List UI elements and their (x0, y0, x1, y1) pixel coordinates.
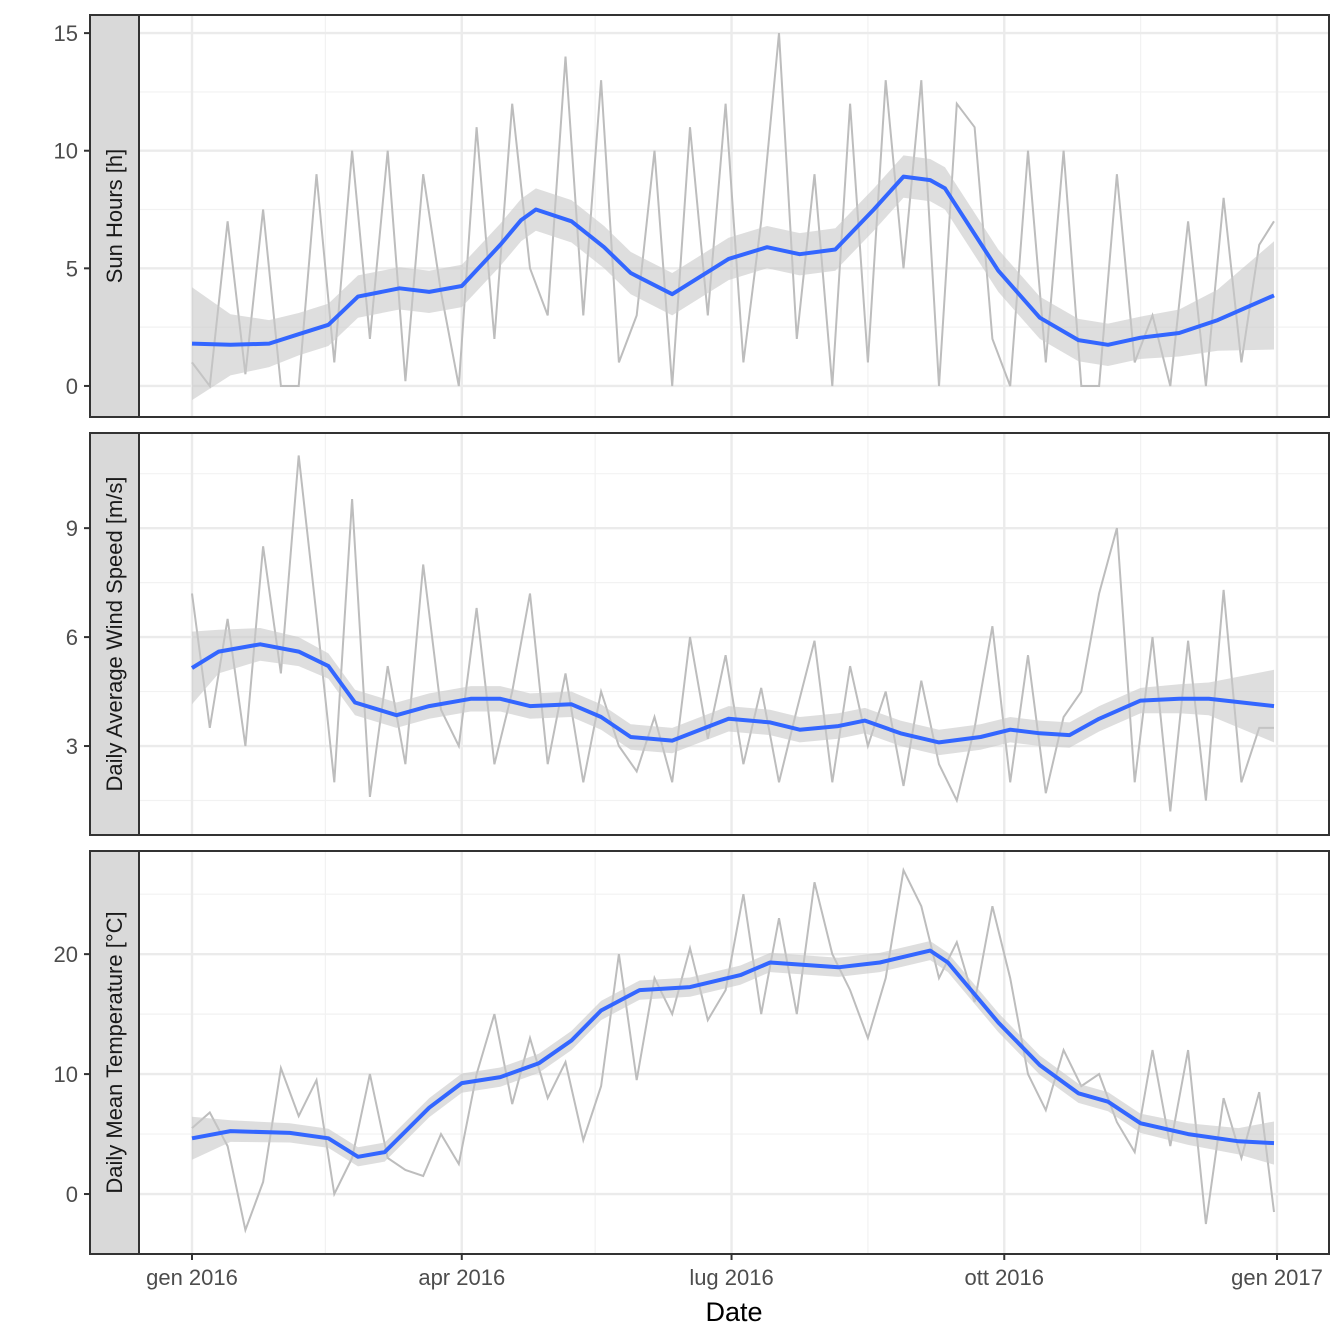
smooth-trend-line (191, 174, 1275, 347)
panel-1: Sun Hours [h] 0 5 10 15 (54, 14, 1330, 418)
confidence-band (192, 628, 1274, 756)
y-tick-label: 6 (66, 625, 78, 650)
y-tick-label: 20 (54, 942, 78, 967)
smooth-trend-line (191, 948, 1275, 1159)
panel-3: Daily Mean Temperature [°C] 0 10 20 (54, 850, 1330, 1255)
x-tick-label: gen 2016 (146, 1265, 238, 1290)
smooth-trend-line (190, 642, 1275, 745)
y-tick-label: 9 (66, 516, 78, 541)
panel-background (139, 433, 1329, 835)
x-tick-label: ott 2016 (965, 1265, 1045, 1290)
x-axis-title: Date (705, 1297, 762, 1327)
y-tick-label: 0 (66, 374, 78, 399)
strip-label: Daily Mean Temperature [°C] (102, 911, 127, 1193)
y-tick-label: 10 (54, 139, 78, 164)
x-tick-label: lug 2016 (689, 1265, 773, 1290)
strip (89, 850, 140, 1255)
y-tick-label: 0 (66, 1182, 78, 1207)
x-tick-label: apr 2016 (418, 1265, 505, 1290)
y-tick-label: 5 (66, 256, 78, 281)
x-axis: gen 2016 apr 2016 lug 2016 ott 2016 gen 2017 (146, 1254, 1323, 1290)
panels: Sun Hours [h] 0 5 10 15 Daily Average Wind Sp… (54, 14, 1330, 1255)
confidence-band (192, 941, 1274, 1167)
raw-series-line (191, 866, 1275, 1234)
y-tick-label: 10 (54, 1062, 78, 1087)
y-tick-label: 3 (66, 734, 78, 759)
x-tick-label: gen 2017 (1231, 1265, 1323, 1290)
strip (89, 432, 140, 836)
y-tick-label: 15 (54, 21, 78, 46)
strip (89, 14, 140, 418)
strip-label: Daily Average Wind Speed [m/s] (102, 476, 127, 791)
panel-2: Daily Average Wind Speed [m/s] 3 6 9 (66, 432, 1330, 836)
strip-label: Sun Hours [h] (102, 149, 127, 284)
confidence-band (192, 155, 1274, 401)
